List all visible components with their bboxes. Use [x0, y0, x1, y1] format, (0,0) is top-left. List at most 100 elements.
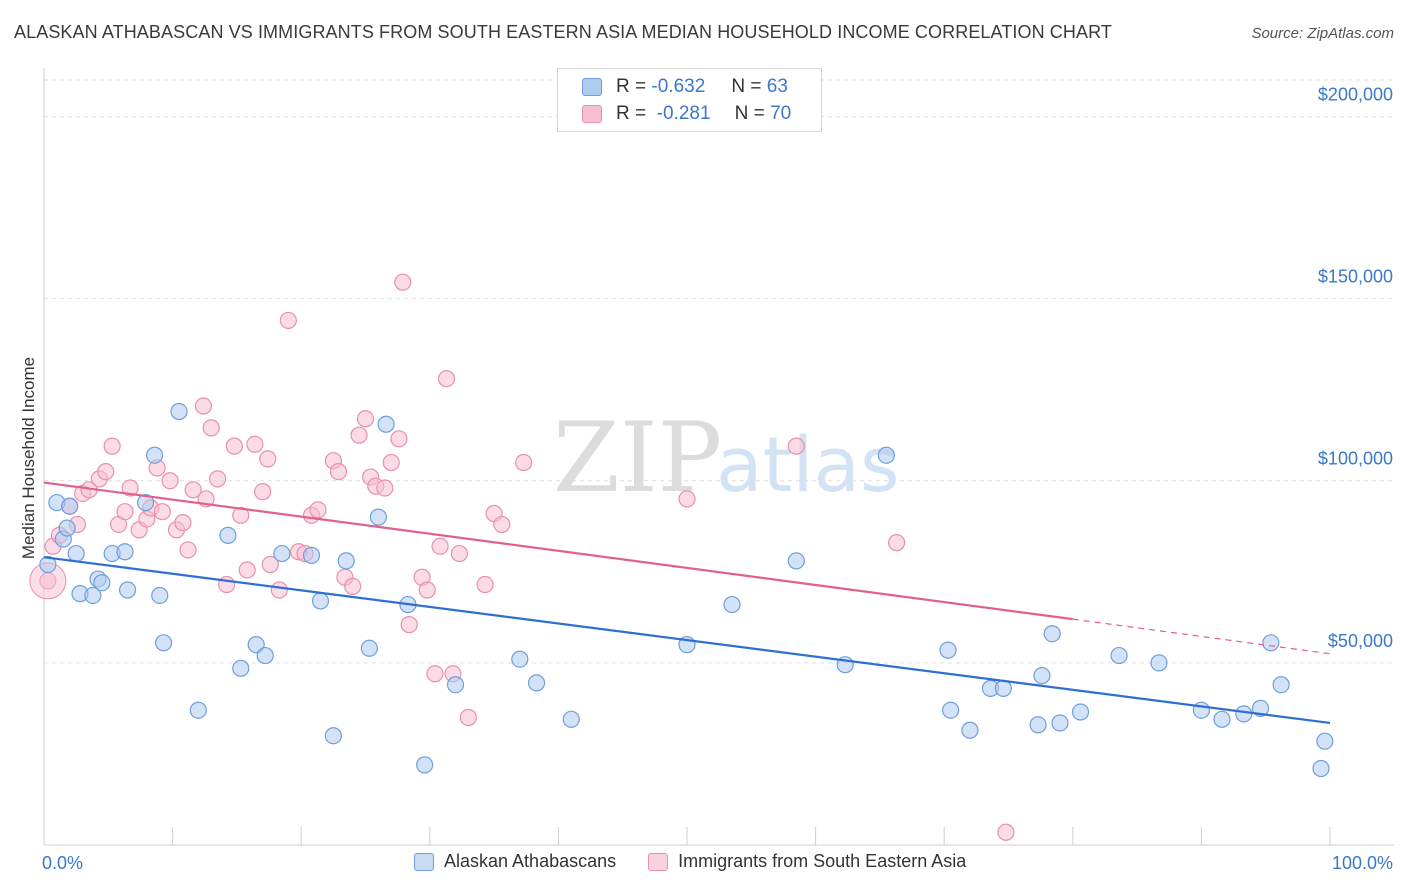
- legend-swatch-pink: [582, 105, 602, 123]
- series-swatch-blue: [414, 852, 434, 871]
- blue-point-41: [877, 446, 895, 464]
- pink-point-32: [254, 483, 272, 501]
- blue-point-61: [1316, 732, 1334, 750]
- blue-point-48: [1033, 667, 1051, 685]
- pink-point-49: [376, 479, 394, 497]
- pink-point-11: [116, 503, 134, 521]
- series-swatch-pink: [648, 852, 669, 871]
- blue-point-18: [189, 701, 207, 719]
- pink-point-66: [678, 490, 696, 508]
- blue-point-9: [93, 574, 111, 592]
- blue-point-0: [39, 555, 57, 574]
- blue-point-39: [787, 552, 805, 570]
- blue-point-60: [1312, 759, 1330, 778]
- blue-point-47: [1029, 716, 1047, 734]
- pink-point-52: [394, 273, 412, 291]
- watermark-zip: ZIP: [553, 402, 722, 514]
- pink-point-51: [390, 430, 408, 448]
- source-label: Source: ZipAtlas.com: [1251, 25, 1394, 42]
- blue-point-46: [994, 679, 1012, 697]
- legend-swatch-blue: [582, 78, 602, 96]
- y-tick-label-1: $100,000: [1318, 449, 1393, 469]
- legend-n-label: N =: [731, 76, 762, 97]
- blue-point-29: [369, 508, 387, 526]
- watermark: ZIP atlas: [553, 402, 900, 514]
- axes: [43, 68, 1394, 846]
- blue-trend-line: [43, 556, 1331, 725]
- pink-point-62: [476, 575, 494, 594]
- y-tick-label-2: $150,000: [1318, 267, 1393, 287]
- pink-point-40: [309, 501, 327, 519]
- series-name-pink: Immigrants from South Eastern Asia: [678, 851, 967, 871]
- pink-point-23: [194, 397, 213, 415]
- legend: R = -0.632 N = 63 R = -0.281 N = 70: [557, 68, 822, 132]
- blue-point-44: [961, 721, 979, 739]
- blue-point-38: [723, 595, 741, 614]
- legend-n-label: N =: [734, 103, 765, 124]
- blue-point-5: [67, 544, 85, 563]
- pink-point-34: [261, 555, 279, 574]
- blue-point-49: [1043, 625, 1061, 643]
- blue-point-4: [61, 497, 79, 515]
- pink-point-8: [97, 463, 115, 481]
- series-legend-item-pink: Immigrants from South Eastern Asia: [648, 851, 966, 872]
- pink-point-36: [279, 311, 297, 330]
- pink-point-45: [350, 426, 368, 444]
- blue-point-26: [324, 727, 342, 745]
- pink-trend-line-extrapolated: [1072, 618, 1331, 655]
- blue-point-43: [942, 701, 960, 719]
- pink-point-42: [329, 463, 348, 481]
- pink-point-26: [209, 470, 227, 488]
- series-legend: Alaskan Athabascans Immigrants from Sout…: [414, 851, 998, 872]
- pink-series-points: [29, 273, 1015, 841]
- series-name-blue: Alaskan Athabascans: [444, 851, 617, 871]
- legend-r-label: R =: [616, 103, 647, 124]
- legend-r-value-blue: -0.632: [651, 76, 706, 97]
- blue-point-42: [939, 641, 957, 659]
- pink-point-69: [997, 823, 1015, 841]
- blue-point-11: [116, 543, 134, 561]
- pink-trend-line: [43, 481, 1073, 621]
- pink-point-17: [153, 503, 171, 521]
- pink-point-35: [270, 581, 288, 599]
- pink-point-25: [202, 419, 220, 437]
- pink-point-31: [246, 435, 264, 453]
- pink-point-61: [459, 708, 477, 727]
- watermark-atlas: atlas: [716, 420, 900, 509]
- legend-n-value-blue: 63: [766, 76, 788, 97]
- blue-point-53: [1150, 654, 1168, 672]
- pink-point-55: [418, 581, 436, 599]
- pink-point-67: [787, 437, 805, 455]
- legend-r-label: R =: [616, 76, 647, 97]
- pink-point-64: [493, 515, 511, 534]
- blue-point-33: [446, 676, 465, 694]
- blue-point-25: [311, 592, 330, 610]
- pink-point-9: [103, 437, 121, 455]
- blue-point-27: [337, 552, 355, 570]
- pink-point-28: [225, 437, 243, 455]
- pink-point-56: [426, 665, 444, 683]
- blue-point-23: [273, 544, 291, 563]
- blue-point-55: [1213, 710, 1231, 728]
- blue-point-56: [1235, 705, 1253, 723]
- blue-point-15: [151, 586, 169, 605]
- blue-point-30: [377, 415, 395, 433]
- blue-point-16: [154, 634, 173, 652]
- blue-point-20: [232, 659, 250, 677]
- blue-point-58: [1262, 634, 1280, 652]
- blue-point-28: [360, 639, 378, 657]
- pink-point-65: [515, 453, 533, 472]
- pink-point-18: [161, 472, 179, 490]
- legend-n-value-pink: 70: [770, 103, 792, 124]
- blue-point-19: [219, 526, 237, 544]
- pink-point-12: [121, 479, 139, 497]
- x-tick-label-0: 0.0%: [42, 853, 83, 873]
- blue-point-22: [256, 646, 274, 665]
- legend-row-blue: R = -0.632 N = 63: [582, 75, 788, 99]
- pink-point-30: [238, 561, 256, 579]
- blue-point-7: [84, 586, 102, 605]
- blue-point-14: [145, 446, 164, 464]
- blue-point-32: [416, 756, 434, 774]
- y-axis-title: Median Household Income: [19, 357, 38, 559]
- pink-point-29: [232, 506, 250, 524]
